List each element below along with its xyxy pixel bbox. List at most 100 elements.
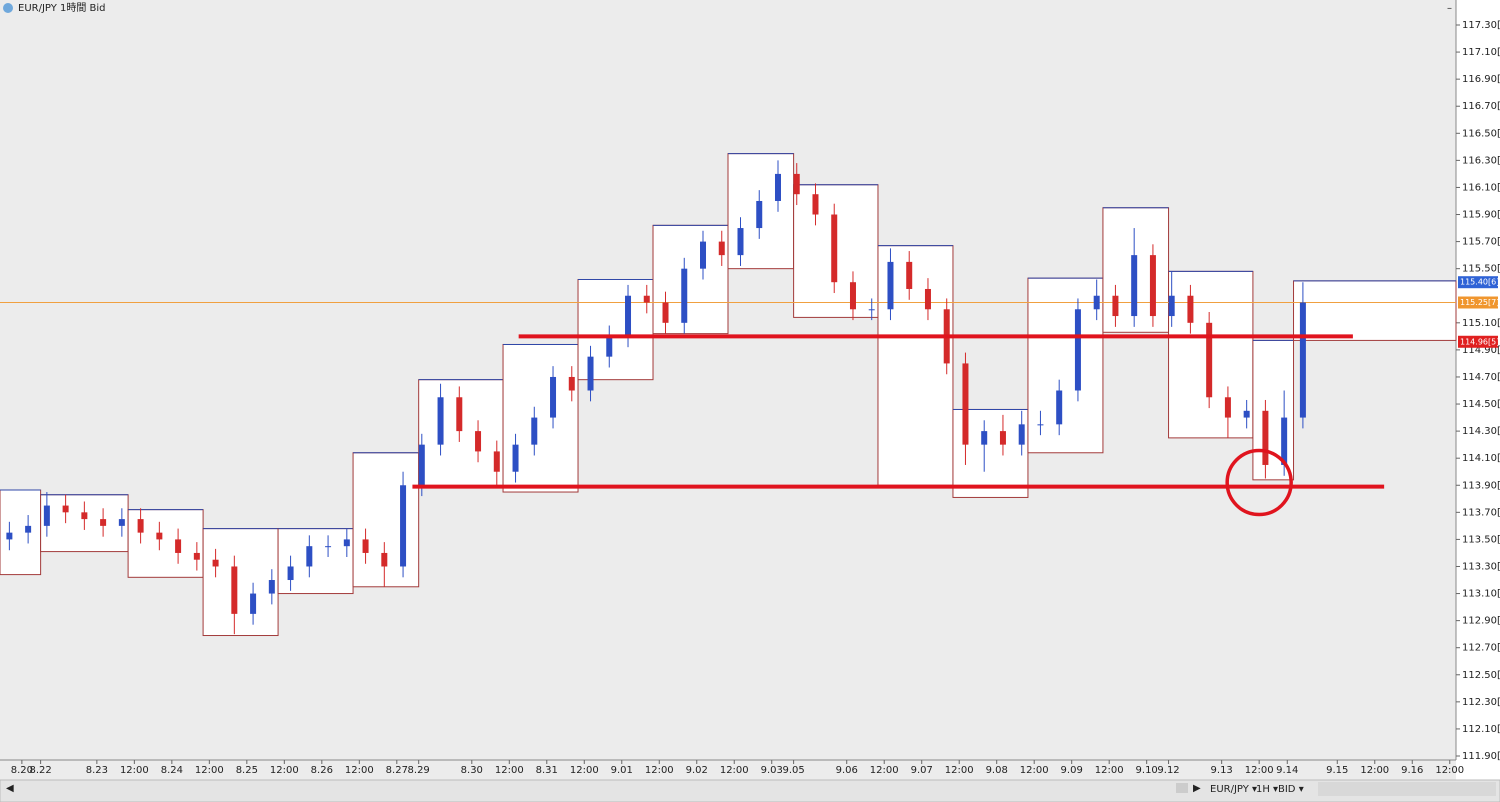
candle-body — [325, 546, 332, 548]
y-tick-label: 113.70[0 — [1462, 507, 1500, 518]
candle-body — [381, 552, 388, 567]
candle-body — [962, 363, 969, 445]
candle-body — [1262, 410, 1269, 465]
candle-body — [643, 295, 650, 303]
x-tick-label: 8.24 — [161, 765, 183, 776]
candle-body — [268, 580, 275, 594]
x-tick-label: 9.06 — [836, 765, 858, 776]
day-range — [202, 528, 279, 637]
candle-body — [1037, 424, 1044, 426]
candle-body — [756, 200, 763, 229]
x-tick-label: 8.20 — [11, 765, 33, 776]
x-tick-label: 8.31 — [536, 765, 558, 776]
day-range — [1252, 339, 1295, 481]
candle-body — [250, 593, 257, 614]
candle-body — [175, 539, 182, 553]
candle-body — [587, 356, 594, 391]
x-tick-label: 12:00 — [345, 765, 374, 776]
candle-body — [231, 566, 238, 614]
scroll-thumb[interactable] — [1176, 783, 1188, 793]
candle-body — [400, 485, 407, 567]
candle-body — [1168, 295, 1175, 317]
x-tick-label: 12:00 — [1360, 765, 1389, 776]
candle-body — [1206, 322, 1213, 398]
x-tick-label: 12:00 — [570, 765, 599, 776]
price-label-box — [1458, 296, 1498, 309]
highlight-circle — [1225, 448, 1293, 517]
candle-body — [1074, 309, 1081, 391]
side-select[interactable]: BID ▾ — [1278, 784, 1304, 795]
y-tick-label: 116.10[0 — [1462, 182, 1500, 193]
candle-body — [43, 505, 50, 526]
scroll-right[interactable]: ▶ — [1193, 783, 1201, 794]
scroll-left[interactable]: ◀ — [6, 783, 14, 794]
x-tick-label: 8.27 — [386, 765, 408, 776]
timeframe-select[interactable]: 1H ▾ — [1256, 784, 1278, 795]
x-tick-label: 9.03 — [761, 765, 783, 776]
y-tick-label: 112.30[0 — [1462, 697, 1500, 708]
candle-body — [831, 214, 838, 283]
y-tick-label: 114.30[0 — [1462, 426, 1500, 437]
tool-icons[interactable] — [1318, 782, 1496, 796]
x-tick-label: 12:00 — [1435, 765, 1464, 776]
candle-body — [475, 431, 482, 452]
y-tick-label: 117.30[0 — [1462, 20, 1500, 31]
y-tick-label: 116.50[0 — [1462, 128, 1500, 139]
candle-body — [981, 431, 988, 445]
x-tick-label: 8.29 — [408, 765, 430, 776]
x-tick-label: 9.16 — [1401, 765, 1423, 776]
day-range — [418, 379, 504, 488]
candle-body — [1187, 295, 1194, 323]
x-tick-label: 12:00 — [120, 765, 149, 776]
x-tick-label: 12:00 — [870, 765, 899, 776]
candle-body — [418, 444, 425, 486]
candle-body — [1149, 255, 1156, 317]
candle-body — [1131, 255, 1138, 317]
y-tick-label: 112.10[0 — [1462, 724, 1500, 735]
x-tick-label: 8.25 — [236, 765, 258, 776]
candle-body — [1056, 390, 1063, 425]
day-range — [1293, 280, 1457, 341]
y-tick-label: 112.90[0 — [1462, 616, 1500, 627]
y-tick-label: 113.10[0 — [1462, 589, 1500, 600]
window-title: EUR/JPY 1時間 Bid — [18, 2, 106, 14]
y-tick-label: 113.30[0 — [1462, 561, 1500, 572]
candle-body — [924, 288, 931, 310]
candle-body — [737, 228, 744, 256]
x-tick-label: 12:00 — [1095, 765, 1124, 776]
candle-body — [793, 173, 800, 195]
symbol-select[interactable]: EUR/JPY ▾ — [1210, 784, 1257, 795]
y-tick-label: 111.90[0 — [1462, 751, 1500, 762]
candle-body — [1112, 295, 1119, 317]
x-tick-label: 12:00 — [945, 765, 974, 776]
y-tick-label: 114.10[0 — [1462, 453, 1500, 464]
x-tick-label: 9.13 — [1211, 765, 1233, 776]
x-tick-label: 8.30 — [461, 765, 483, 776]
minimize-button[interactable]: – — [1447, 3, 1452, 14]
x-tick-label: 8.26 — [311, 765, 333, 776]
x-tick-label: 12:00 — [195, 765, 224, 776]
y-tick-label: 115.90[0 — [1462, 210, 1500, 221]
y-tick-label: 116.30[0 — [1462, 155, 1500, 166]
day-range — [0, 489, 42, 576]
candle-body — [343, 539, 350, 547]
x-tick-label: 12:00 — [1245, 765, 1274, 776]
candle-body — [118, 519, 125, 526]
candle-body — [625, 295, 632, 337]
y-tick-label: 115.70[0 — [1462, 237, 1500, 248]
app-icon — [3, 3, 13, 13]
candle-body — [531, 417, 538, 445]
candle-body — [999, 431, 1006, 445]
candle-body — [906, 261, 913, 289]
candle-body — [306, 546, 313, 567]
x-tick-label: 9.02 — [686, 765, 708, 776]
candle-body — [362, 539, 369, 553]
candle-body — [718, 241, 725, 256]
candle-body — [287, 566, 294, 581]
toolbar: ◀ ▶ EUR/JPY ▾ 1H ▾ BID ▾ — [0, 779, 1500, 802]
candle-body — [887, 261, 894, 310]
y-tick-label: 113.50[0 — [1462, 534, 1500, 545]
candle-body — [6, 532, 13, 540]
